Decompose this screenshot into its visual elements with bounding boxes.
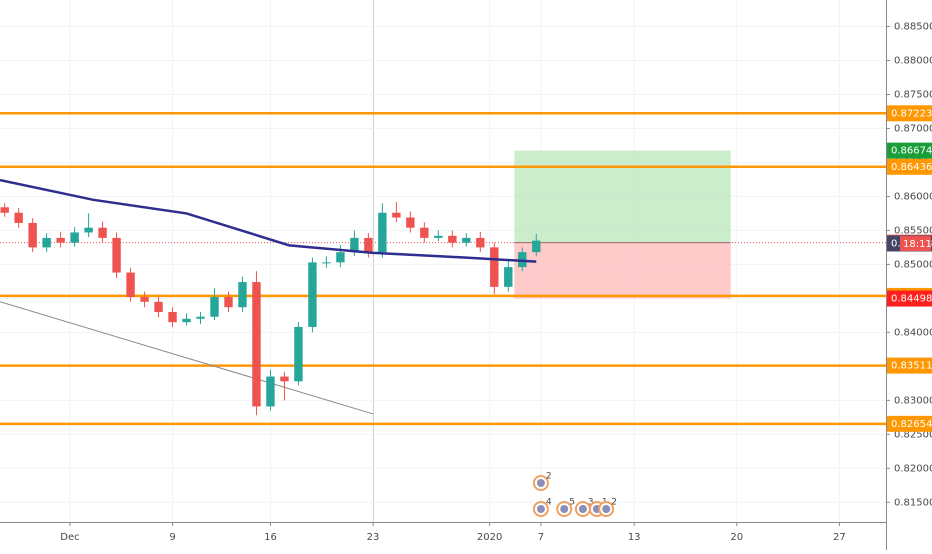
x-tick-label: 7 [538,532,544,543]
plot-area: 245312 [0,0,886,522]
candle-body [14,212,23,223]
price-tag [887,415,932,432]
y-tick-label: 0.86000 [894,191,932,202]
event-flag [560,505,569,513]
y-tick-label: 0.87500 [894,89,932,100]
price-tag-label: 0.86674 [891,146,932,157]
x-tick-label: 27 [833,532,846,543]
x-tick-label: 23 [367,532,380,543]
candle-body [168,311,177,323]
event-count: 2 [611,498,617,508]
candle-body [154,301,163,312]
price-tag [887,105,932,122]
candle-body [308,262,317,327]
x-tick-label: 13 [628,532,641,543]
price-tag-label: 0.83511 [891,361,932,372]
candle-body [126,272,135,298]
x-tick-label: 16 [264,532,277,543]
candle-body [434,235,443,238]
event-count: 3 [588,498,594,508]
candle-body [42,237,51,248]
moving-average [0,178,537,263]
candle-body [490,247,499,287]
price-tag [887,142,932,159]
x-tick-label: 2020 [477,532,502,543]
y-tick-label: 0.82500 [894,429,932,440]
y-tick-label: 0.85000 [894,259,932,270]
candle-body [98,227,107,238]
candle-body [448,235,457,243]
x-tick-label: Dec [60,532,79,543]
event-flag [536,505,545,513]
candle-body [322,262,331,264]
y-tick-label: 0.84000 [894,327,932,338]
candle-body [140,297,149,302]
candle-body [56,237,65,243]
price-tag-label: 0.84498 [891,294,932,305]
y-tick-label: 0.88500 [894,22,932,33]
candle-body [336,252,345,263]
price-tag-label: 0.86436 [891,162,932,173]
candle-body [224,297,233,308]
candle-body [378,212,387,253]
y-tick-label: 0.82000 [894,463,932,474]
x-tick-label: 9 [169,532,175,543]
price-tag [887,290,932,307]
event-flag [578,505,587,513]
candle-body [196,316,205,319]
candle-body [182,318,191,323]
event-count: 4 [546,498,552,508]
trendline [0,301,374,415]
candle-body [112,237,121,273]
candle-body [392,212,401,218]
countdown-box [900,236,931,252]
y-tick-label: 0.88000 [894,55,932,66]
stop-zone [514,242,731,299]
candle-body [504,267,513,287]
y-tick-label: 0.81500 [894,497,932,508]
y-tick-label: 0.85500 [894,225,932,236]
candle-body [266,376,275,407]
event-count: 5 [569,498,575,508]
price-tag [887,158,932,175]
y-tick-label: 0.83000 [894,395,932,406]
candle-body [364,237,373,253]
candle-body [532,240,541,253]
candle-body [238,282,247,308]
target-zone [514,150,731,243]
candle-body [84,227,93,233]
event-count: 2 [546,472,552,482]
price-tag-label: 0.82654 [891,419,932,430]
countdown: 18:11 [903,239,932,250]
candle-body [350,237,359,253]
candle-body [462,237,471,243]
candle-body [294,326,303,382]
candle-body [252,282,261,407]
candle-body [476,237,485,248]
event-flag [602,505,611,513]
candle-body [28,222,37,248]
event-flag [536,479,545,487]
candle-body [210,297,219,317]
axis-layer: 0.815000.820000.825000.830000.835000.840… [60,22,932,543]
candle-body [420,227,429,238]
x-tick-label: 20 [730,532,743,543]
y-tick-label: 0.87000 [894,123,932,134]
candle-body [70,232,79,243]
candle-body [280,376,289,382]
price-tag [887,357,932,374]
candle-body [0,207,9,213]
candle-body [406,217,415,228]
price-tag-label: 0.87223 [891,108,932,119]
